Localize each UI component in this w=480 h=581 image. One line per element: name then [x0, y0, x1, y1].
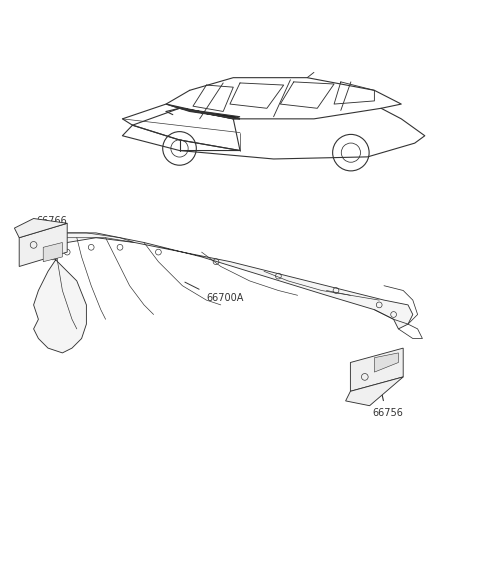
Polygon shape: [14, 218, 67, 238]
Text: 66700A: 66700A: [206, 293, 244, 303]
Text: 66766: 66766: [36, 216, 67, 225]
Polygon shape: [180, 108, 240, 119]
Polygon shape: [346, 377, 403, 406]
Polygon shape: [166, 104, 240, 119]
Polygon shape: [43, 242, 62, 261]
Polygon shape: [350, 348, 403, 391]
Polygon shape: [374, 353, 398, 372]
Polygon shape: [19, 223, 67, 267]
Text: 66756: 66756: [372, 408, 403, 418]
Polygon shape: [34, 233, 413, 353]
